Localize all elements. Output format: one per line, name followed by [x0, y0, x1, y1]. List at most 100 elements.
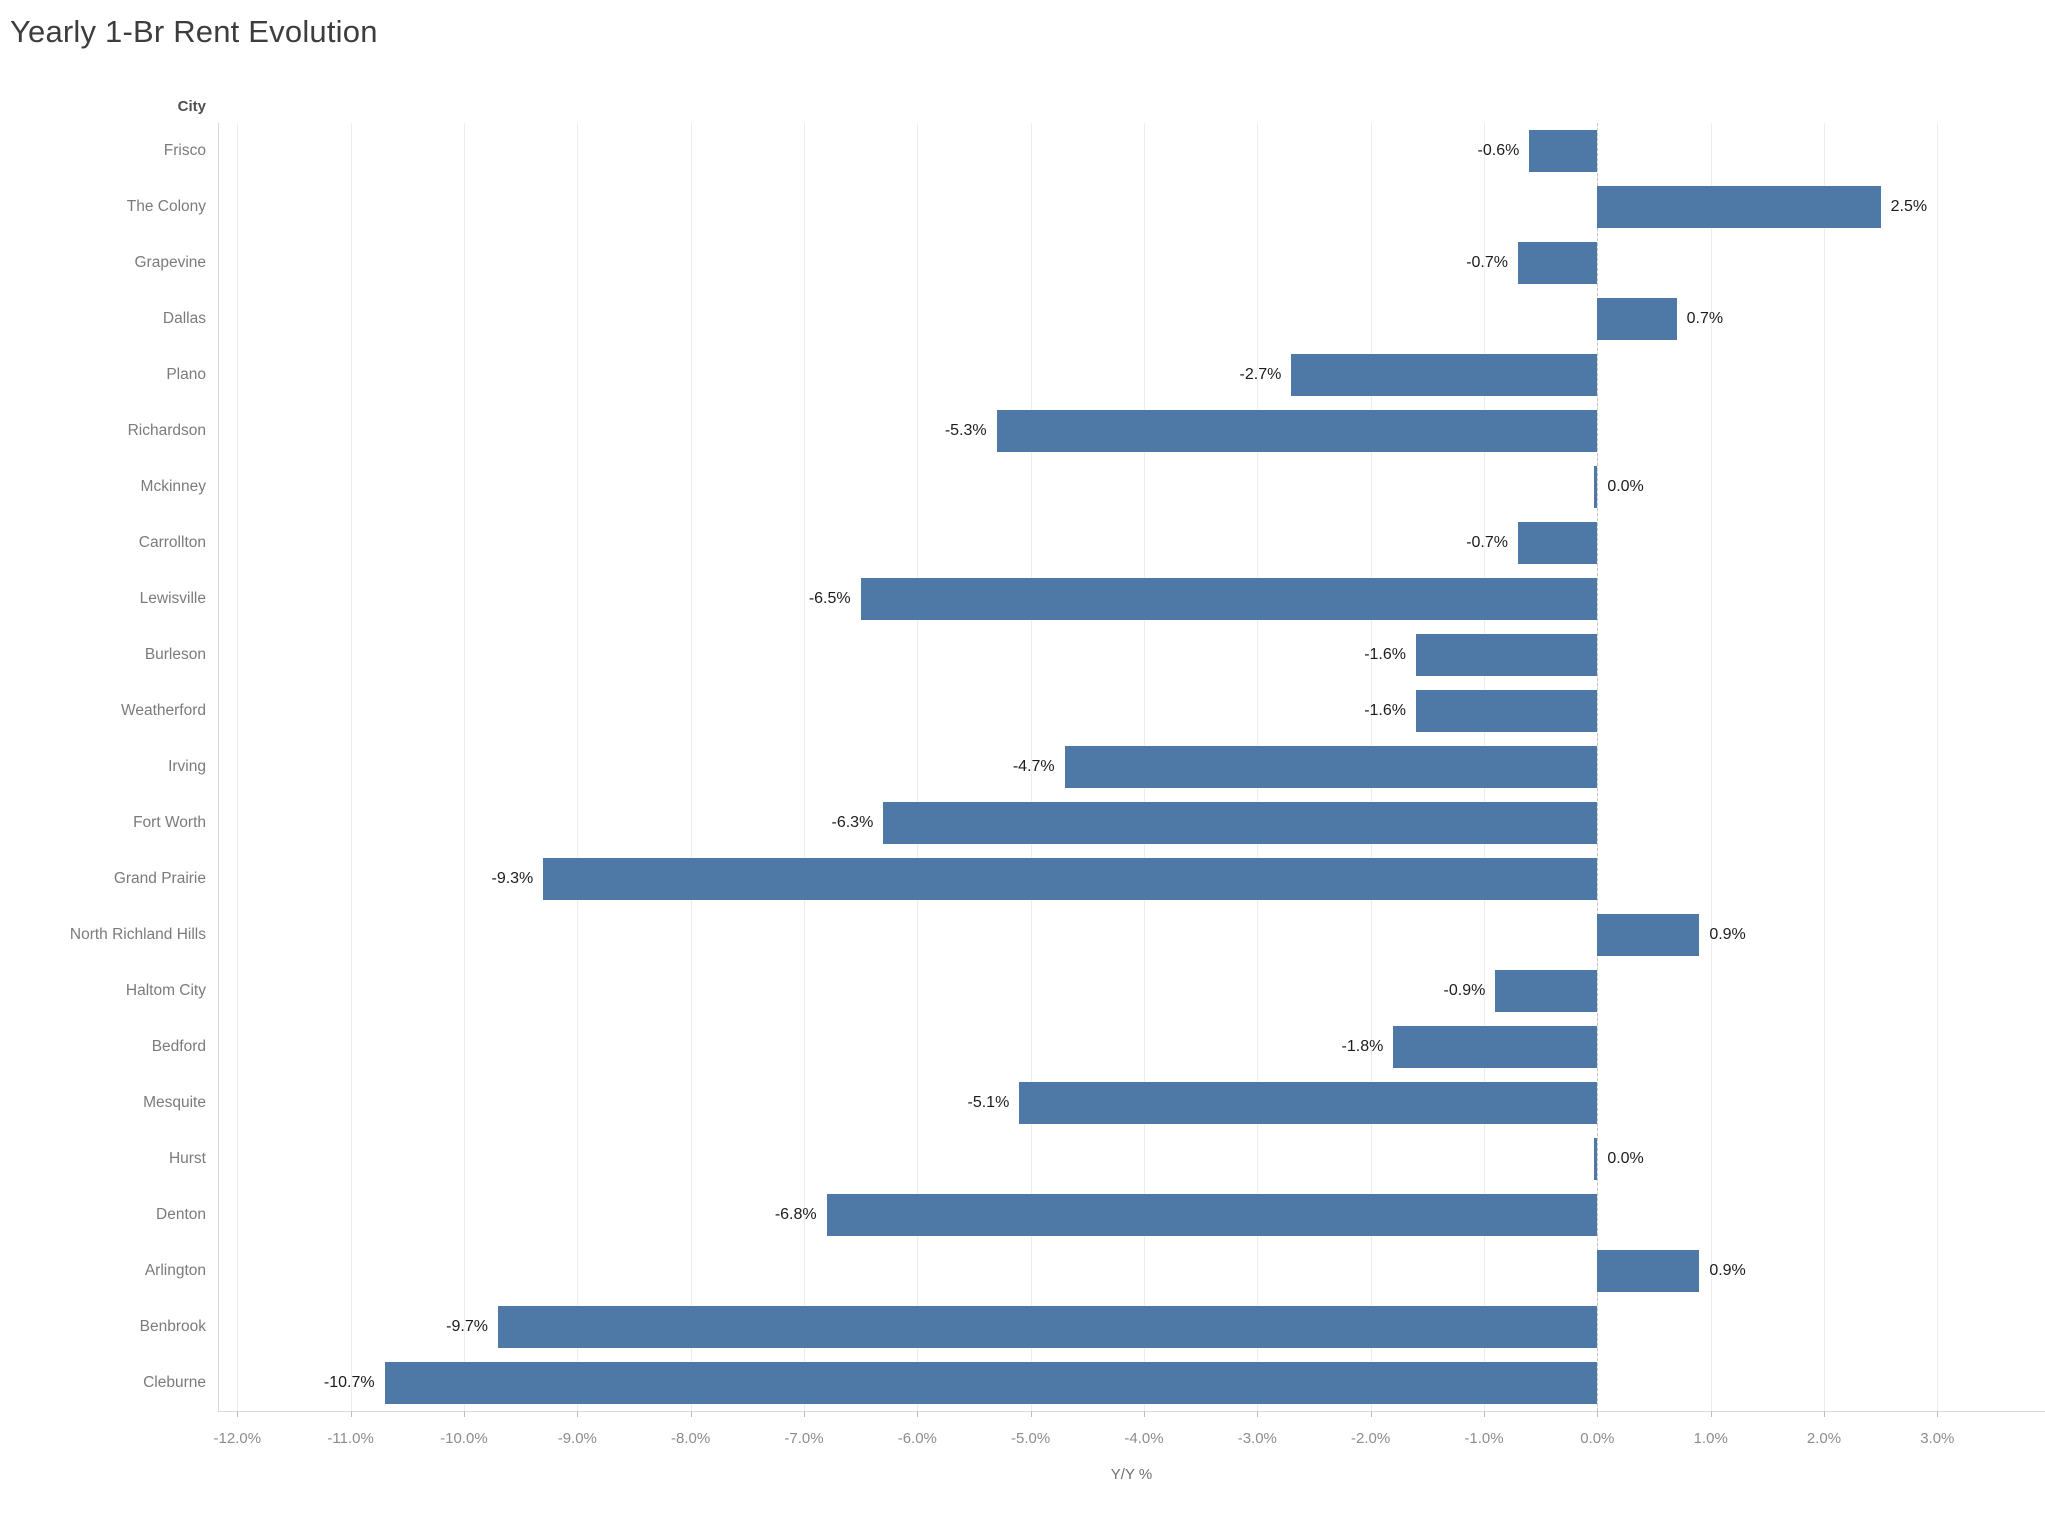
x-tick-mark [350, 1411, 352, 1417]
bar-row: -2.7% [218, 347, 2045, 403]
bar[interactable] [1597, 186, 1881, 228]
bar[interactable] [1495, 970, 1598, 1012]
x-tick-label: -9.0% [557, 1430, 597, 1447]
bar[interactable] [1597, 914, 1700, 956]
bar-row: -1.6% [218, 627, 2045, 683]
value-label: -4.7% [1012, 758, 1055, 775]
x-tick-label: -1.0% [1464, 1430, 1504, 1447]
gridline [1030, 123, 1032, 1411]
bar[interactable] [1594, 466, 1598, 508]
city-label: Benbrook [139, 1318, 206, 1335]
x-tick-label: -2.0% [1351, 1430, 1391, 1447]
gridline [690, 123, 692, 1411]
gridline [237, 123, 239, 1411]
bar-row: 0.9% [218, 1243, 2045, 1299]
bar[interactable] [996, 410, 1598, 452]
x-tick-mark [1937, 1411, 1939, 1417]
pane-border-bottom [218, 1411, 2045, 1412]
bar[interactable] [1064, 746, 1598, 788]
bar[interactable] [1529, 130, 1598, 172]
x-tick-mark [1030, 1411, 1032, 1417]
gridline [1937, 123, 1939, 1411]
bar-row: 2.5% [218, 179, 2045, 235]
value-label: -1.8% [1341, 1038, 1384, 1055]
value-label: -6.3% [831, 814, 874, 831]
bar[interactable] [1594, 1138, 1598, 1180]
value-label: 0.0% [1607, 478, 1644, 495]
x-tick-mark [690, 1411, 692, 1417]
gridline [577, 123, 579, 1411]
value-label: -0.7% [1466, 254, 1508, 271]
bar[interactable] [1416, 690, 1598, 732]
bar-row: -6.3% [218, 795, 2045, 851]
bar-row: -9.7% [218, 1299, 2045, 1355]
value-label: -9.7% [446, 1318, 488, 1335]
x-tick-label: 2.0% [1806, 1430, 1842, 1447]
city-label: Mckinney [140, 478, 206, 495]
city-label: Irving [168, 758, 206, 775]
city-label: Haltom City [125, 982, 206, 999]
bar-row: -9.3% [218, 851, 2045, 907]
city-label: Cleburne [143, 1374, 206, 1391]
value-label: -6.5% [808, 590, 851, 607]
x-tick-label: 3.0% [1920, 1430, 1955, 1447]
x-tick-mark [463, 1411, 465, 1417]
x-tick-mark [917, 1411, 919, 1417]
x-tick-label: -8.0% [671, 1430, 711, 1447]
bar-row: -0.6% [218, 123, 2045, 179]
bar-row: -0.7% [218, 235, 2045, 291]
bar[interactable] [883, 802, 1598, 844]
bar[interactable] [497, 1306, 1598, 1348]
bar-row: -6.8% [218, 1187, 2045, 1243]
city-label: Grand Prairie [113, 870, 206, 887]
bar-row: 0.9% [218, 907, 2045, 963]
x-axis-title: Y/Y % [1110, 1466, 1153, 1483]
bar-row: 0.0% [218, 459, 2045, 515]
bar[interactable] [860, 578, 1598, 620]
x-tick-mark [577, 1411, 579, 1417]
city-label: Carrollton [138, 534, 206, 551]
bar[interactable] [1291, 354, 1598, 396]
x-tick-label: -3.0% [1237, 1430, 1277, 1447]
column-header-city: City [177, 98, 206, 115]
page-title: Yearly 1-Br Rent Evolution [10, 14, 378, 49]
x-tick-label: -10.0% [440, 1430, 488, 1447]
city-label: Weatherford [120, 702, 206, 719]
bar[interactable] [1393, 1026, 1598, 1068]
bar[interactable] [1518, 522, 1598, 564]
bar[interactable] [826, 1194, 1598, 1236]
zero-reference-line [1597, 123, 1599, 1411]
value-label: -1.6% [1364, 646, 1406, 663]
x-tick-mark [1144, 1411, 1145, 1417]
bar-row: -0.7% [218, 515, 2045, 571]
city-label: Bedford [151, 1038, 206, 1055]
bar[interactable] [543, 858, 1598, 900]
bar-row: -10.7% [218, 1355, 2045, 1411]
value-label: 2.5% [1890, 198, 1928, 215]
bar[interactable] [1019, 1082, 1598, 1124]
bar-row: -1.8% [218, 1019, 2045, 1075]
bar-row: -6.5% [218, 571, 2045, 627]
bar[interactable] [384, 1362, 1598, 1404]
x-tick-mark [1484, 1411, 1485, 1417]
bar[interactable] [1416, 634, 1598, 676]
x-tick-label: 1.0% [1693, 1430, 1728, 1447]
x-tick-label: -11.0% [327, 1430, 374, 1447]
value-label: -1.6% [1364, 702, 1406, 719]
gridline [350, 123, 352, 1411]
city-label: Mesquite [143, 1094, 206, 1111]
bar[interactable] [1518, 242, 1598, 284]
bar[interactable] [1597, 1250, 1700, 1292]
value-label: -10.7% [323, 1374, 375, 1391]
value-label: 0.7% [1686, 310, 1724, 327]
x-tick-mark [237, 1411, 239, 1417]
gridline [463, 123, 465, 1411]
x-tick-label: -12.0% [213, 1430, 262, 1447]
city-label: Grapevine [134, 254, 206, 271]
value-label: -2.7% [1239, 366, 1282, 383]
bar-row: -4.7% [218, 739, 2045, 795]
x-tick-label: -6.0% [897, 1430, 937, 1447]
city-label: North Richland Hills [69, 926, 206, 943]
bar[interactable] [1597, 298, 1677, 340]
